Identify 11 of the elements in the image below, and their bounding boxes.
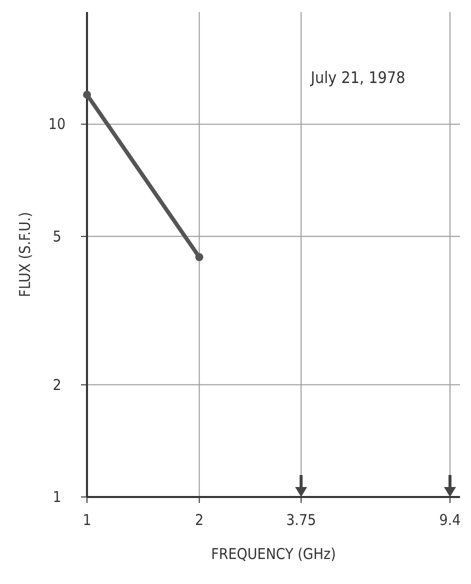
x-tick-label: 1 — [82, 511, 92, 529]
y-tick-label: 2 — [52, 376, 62, 394]
x-axis-title: FREQUENCY (GHz) — [211, 545, 336, 563]
x-tick-label: 9.4 — [439, 511, 461, 529]
x-tick-label: 2 — [194, 511, 204, 529]
x-tick-label: 3.75 — [286, 511, 316, 529]
y-tick-label: 1 — [52, 488, 62, 506]
annotation: July 21, 1978 — [310, 68, 406, 87]
y-axis-title: FLUX (S.F.U.) — [16, 212, 34, 298]
y-tick-label: 5 — [52, 227, 62, 246]
y-tick-label: 10 — [48, 115, 66, 134]
